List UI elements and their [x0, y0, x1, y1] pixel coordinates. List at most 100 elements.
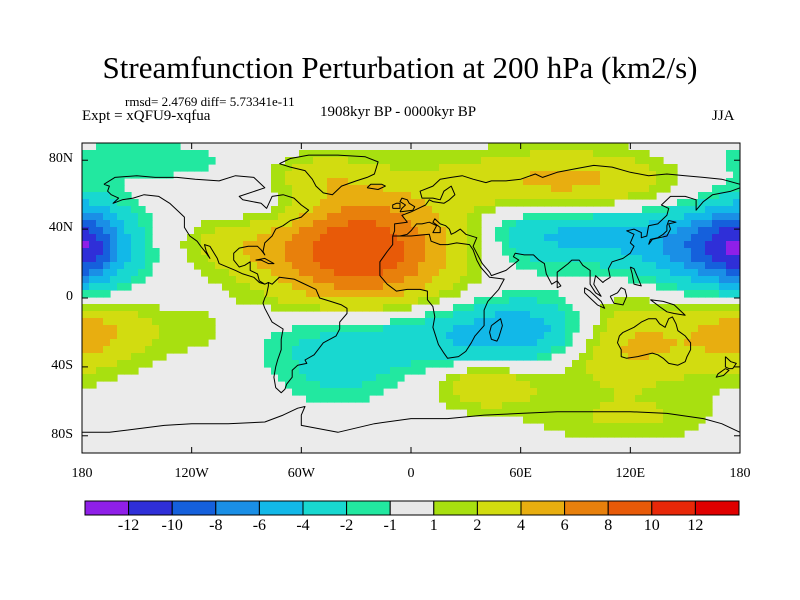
field-cell: [474, 255, 482, 263]
field-cell: [537, 192, 545, 200]
field-cell: [271, 339, 279, 347]
field-cell: [159, 318, 167, 326]
field-cell: [488, 318, 496, 326]
field-cell: [656, 402, 664, 410]
field-cell: [516, 318, 524, 326]
field-cell: [201, 311, 209, 319]
field-cell: [460, 304, 468, 312]
field-cell: [600, 423, 608, 431]
field-cell: [558, 395, 566, 403]
field-cell: [166, 143, 174, 151]
field-cell: [656, 304, 664, 312]
field-cell: [628, 381, 636, 389]
field-cell: [383, 171, 391, 179]
field-cell: [117, 318, 125, 326]
field-cell: [712, 388, 720, 396]
field-cell: [614, 192, 622, 200]
field-cell: [516, 255, 524, 263]
y-tick-label: 40N: [48, 220, 73, 236]
field-cell: [537, 227, 545, 235]
field-cell: [502, 374, 510, 382]
field-cell: [579, 192, 587, 200]
field-cell: [705, 269, 713, 277]
field-cell: [327, 325, 335, 333]
field-cell: [642, 206, 650, 214]
field-cell: [719, 220, 727, 228]
field-cell: [313, 276, 321, 284]
field-cell: [663, 241, 671, 249]
field-cell: [481, 192, 489, 200]
colorbar-swatch: [302, 500, 348, 516]
field-cell: [271, 234, 279, 242]
field-cell: [705, 255, 713, 263]
field-cell: [439, 381, 447, 389]
field-cell: [586, 241, 594, 249]
field-cell: [621, 227, 629, 235]
field-cell: [369, 374, 377, 382]
field-cell: [712, 332, 720, 340]
field-cell: [614, 220, 622, 228]
field-cell: [460, 199, 468, 207]
colorbar-label: 8: [604, 517, 613, 534]
field-cell: [278, 374, 286, 382]
field-cell: [544, 423, 552, 431]
field-cell: [320, 276, 328, 284]
field-cell: [467, 304, 475, 312]
field-cell: [271, 304, 279, 312]
field-cell: [390, 150, 398, 158]
field-cell: [82, 178, 90, 186]
field-cell: [215, 255, 223, 263]
field-cell: [558, 248, 566, 256]
field-cell: [201, 262, 209, 270]
field-cell: [530, 220, 538, 228]
field-cell: [684, 388, 692, 396]
eurasia-coast: [392, 164, 740, 297]
field-cell: [348, 192, 356, 200]
field-cell: [670, 178, 678, 186]
field-cell: [341, 346, 349, 354]
field-cell: [586, 255, 594, 263]
field-cell: [467, 213, 475, 221]
field-cell: [348, 199, 356, 207]
colorbar-label: 6: [560, 517, 569, 534]
field-cell: [600, 150, 608, 158]
field-cell: [593, 325, 601, 333]
field-cell: [733, 262, 740, 270]
field-cell: [453, 220, 461, 228]
field-cell: [390, 353, 398, 361]
field-cell: [313, 304, 321, 312]
field-cell: [656, 164, 664, 172]
field-cell: [418, 283, 426, 291]
field-cell: [593, 164, 601, 172]
field-cell: [628, 430, 636, 438]
field-cell: [551, 234, 559, 242]
field-cell: [411, 248, 419, 256]
field-cell: [124, 360, 132, 368]
field-cell: [551, 339, 559, 347]
field-cell: [572, 234, 580, 242]
field-cell: [453, 339, 461, 347]
field-cell: [327, 360, 335, 368]
stats-line: rmsd= 2.4769 diff= 5.73341e-11: [125, 94, 295, 109]
field-cell: [145, 325, 153, 333]
field-cell: [96, 360, 104, 368]
field-cell: [621, 234, 629, 242]
field-cell: [558, 416, 566, 424]
field-cell: [313, 395, 321, 403]
field-cell: [89, 269, 97, 277]
field-cell: [544, 409, 552, 417]
field-cell: [446, 388, 454, 396]
field-cell: [635, 255, 643, 263]
field-cell: [383, 276, 391, 284]
field-cell: [628, 367, 636, 375]
field-cell: [145, 360, 153, 368]
field-cell: [607, 143, 615, 151]
field-cell: [663, 381, 671, 389]
field-cell: [341, 304, 349, 312]
field-cell: [474, 297, 482, 305]
field-cell: [376, 248, 384, 256]
field-cell: [187, 150, 195, 158]
field-cell: [502, 367, 510, 375]
field-cell: [537, 381, 545, 389]
field-cell: [607, 388, 615, 396]
